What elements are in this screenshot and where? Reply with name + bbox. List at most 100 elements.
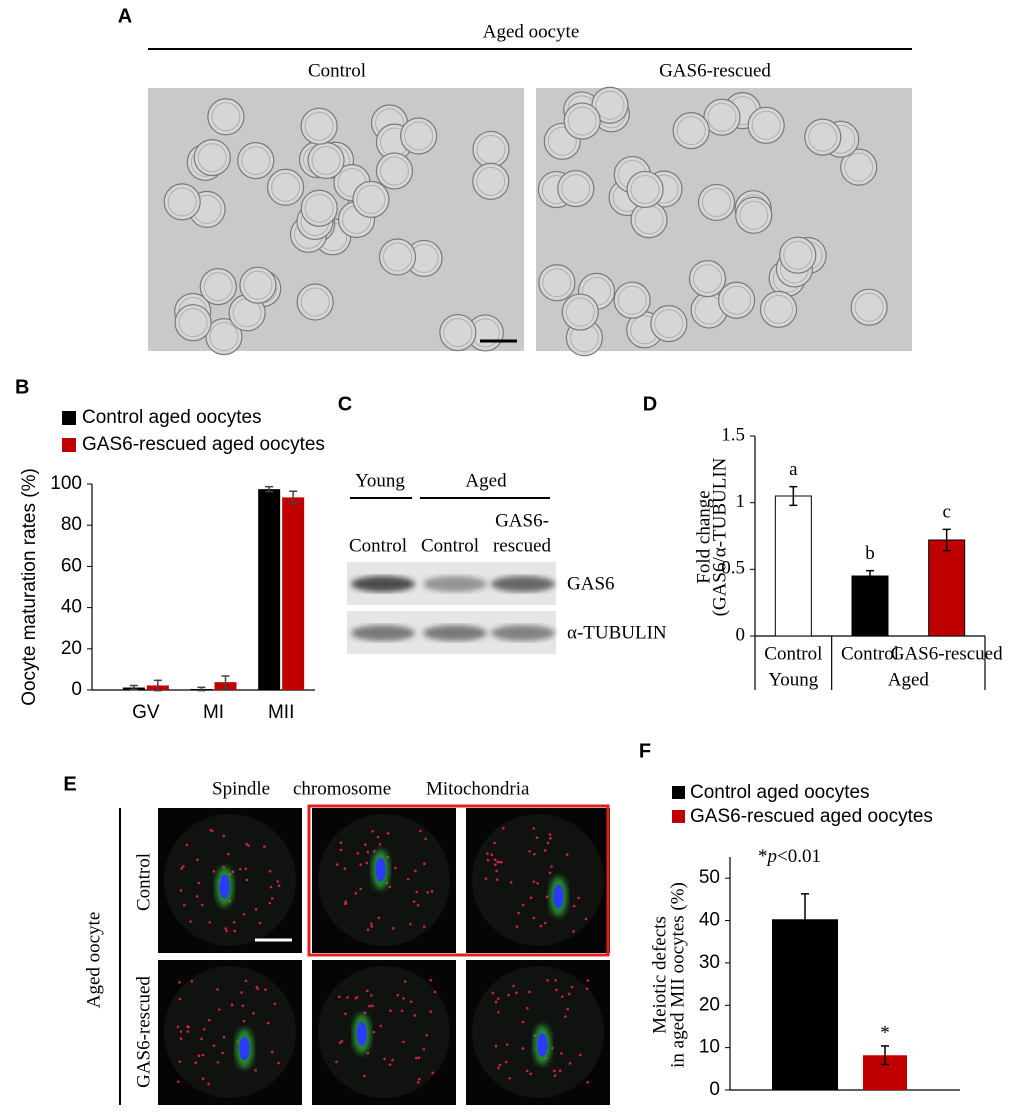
mitochondria xyxy=(414,1056,418,1060)
blot-band xyxy=(423,625,487,641)
mitochondria xyxy=(416,903,420,907)
oocyte xyxy=(850,288,888,326)
oocyte-rim xyxy=(808,122,838,152)
mitochondria xyxy=(402,1040,405,1044)
mitochondria xyxy=(201,1077,205,1080)
y-tick-label: 0 xyxy=(71,679,82,700)
oocyte-rim xyxy=(617,285,647,315)
significance-letter: c xyxy=(942,502,950,523)
group-label: Aged xyxy=(888,669,930,690)
oocyte-outline xyxy=(318,966,450,1098)
y-tick-label: 0.5 xyxy=(721,558,745,579)
chromosome xyxy=(239,1036,250,1061)
mitochondria xyxy=(577,896,580,900)
y-axis-label: in aged MII oocytes (%) xyxy=(667,882,688,1068)
row-label: GAS6-rescued xyxy=(133,976,154,1088)
mitochondria xyxy=(515,925,519,928)
mitochondria xyxy=(409,1000,413,1004)
x-tick-label: Control xyxy=(841,643,899,664)
stain-label: Spindle xyxy=(212,778,270,799)
mitochondria xyxy=(269,885,273,889)
mitochondria xyxy=(546,979,549,982)
mitochondria xyxy=(383,1057,386,1061)
mitochondria xyxy=(222,1035,226,1039)
mitochondria xyxy=(241,1004,245,1008)
mitochondria xyxy=(201,1053,205,1057)
blot-band xyxy=(351,625,415,641)
x-tick-label: GAS6-rescued xyxy=(891,643,1003,664)
mitochondria xyxy=(258,921,262,925)
oocyte-rim xyxy=(764,294,794,324)
blot-band xyxy=(491,576,555,592)
mitochondria xyxy=(276,880,280,883)
oocyte-rim xyxy=(722,285,752,315)
mitochondria xyxy=(195,895,199,898)
oocyte xyxy=(205,318,243,356)
mitochondria xyxy=(363,1011,367,1015)
mitochondria xyxy=(227,852,230,856)
y-tick-label: 40 xyxy=(699,910,720,931)
oocyte-rim xyxy=(676,116,706,146)
mitochondria xyxy=(564,1015,567,1018)
mitochondria xyxy=(526,1006,529,1010)
mitochondria xyxy=(546,841,550,845)
mitochondria xyxy=(273,1002,277,1006)
mitochondria xyxy=(372,849,376,853)
y-axis-label: Meiotic defects xyxy=(649,916,670,1034)
oocyte xyxy=(472,162,510,200)
annotation-part: * xyxy=(758,846,768,867)
oocyte-rim xyxy=(271,172,301,202)
mitochondria xyxy=(560,995,564,998)
oocyte-rim xyxy=(654,309,684,339)
mitochondria xyxy=(197,1054,201,1058)
oocyte xyxy=(307,141,345,180)
mitochondria xyxy=(494,1000,498,1004)
bar xyxy=(774,495,812,637)
mitochondria xyxy=(584,917,588,921)
mitochondria xyxy=(186,1030,189,1033)
y-tick-label: 0 xyxy=(736,624,746,645)
mitochondria xyxy=(224,927,227,930)
mitochondria xyxy=(496,997,500,1000)
mitochondria xyxy=(425,1033,428,1037)
chromosome xyxy=(375,857,386,882)
mitochondria xyxy=(554,979,557,982)
mitochondria xyxy=(495,878,499,881)
oocyte-rim xyxy=(167,187,197,217)
mitochondria xyxy=(389,1009,392,1013)
mitochondria xyxy=(568,1062,572,1065)
mitochondria xyxy=(391,1058,394,1062)
oocyte xyxy=(718,281,756,319)
group-label: Young xyxy=(355,470,405,491)
mitochondria xyxy=(496,860,500,864)
mitochondria xyxy=(356,852,360,855)
mitochondria xyxy=(225,929,228,933)
oocyte-rim xyxy=(404,121,434,151)
mitochondria xyxy=(247,844,250,847)
mitochondria xyxy=(529,896,533,900)
oocyte-rim xyxy=(595,90,625,120)
y-tick-label: 30 xyxy=(699,952,720,973)
bar xyxy=(282,497,305,690)
mitochondria xyxy=(208,1018,211,1022)
mitochondria xyxy=(371,830,374,833)
mitochondria xyxy=(277,884,281,888)
highlight-frame xyxy=(307,804,610,957)
mitochondria xyxy=(394,866,397,870)
mitochondria xyxy=(359,863,363,866)
oocyte xyxy=(779,236,817,274)
y-tick-label: 1 xyxy=(736,491,746,512)
mitochondria xyxy=(391,927,395,930)
mitochondria xyxy=(216,1060,220,1064)
mitochondria xyxy=(525,1069,529,1073)
oocyte-rim xyxy=(211,102,241,132)
mitochondria xyxy=(548,871,552,875)
mitochondria xyxy=(200,903,204,907)
oocyte xyxy=(174,304,212,342)
mitochondria xyxy=(545,895,549,899)
stain-label: chromosome xyxy=(293,778,391,799)
mitochondria xyxy=(231,870,235,874)
oocyte xyxy=(591,86,629,124)
oocyte xyxy=(626,170,664,209)
mitochondria xyxy=(502,827,505,830)
